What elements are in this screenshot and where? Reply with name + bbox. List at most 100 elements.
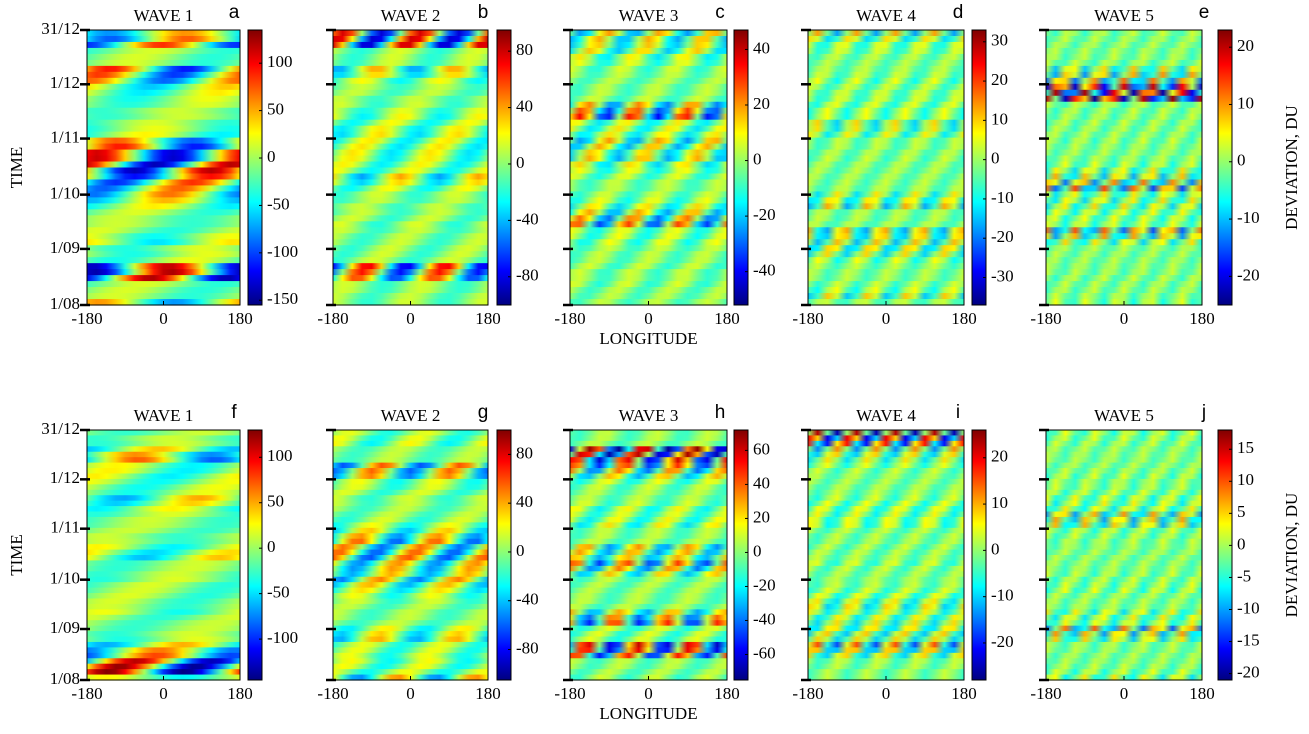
heatmap-texture <box>570 53 727 61</box>
heatmap-texture <box>808 89 964 97</box>
heatmap-texture <box>570 560 727 567</box>
heatmap-texture <box>570 137 727 145</box>
heatmap-texture <box>808 533 964 540</box>
colorbar-tick-label: -50 <box>267 194 290 213</box>
heatmap-texture <box>333 511 488 518</box>
heatmap-texture <box>1046 131 1202 139</box>
heatmap-texture <box>570 631 727 638</box>
heatmap-texture <box>570 233 727 240</box>
heatmap-texture <box>808 473 964 480</box>
heatmap-texture <box>333 614 488 621</box>
heatmap-texture <box>1046 293 1202 300</box>
heatmap-texture <box>570 462 727 469</box>
heatmap-texture <box>87 565 240 572</box>
x-tick-label: -180 <box>317 309 348 328</box>
heatmap-texture <box>570 636 727 643</box>
heatmap-texture <box>333 155 488 163</box>
heatmap-texture <box>87 440 240 447</box>
colorbar-tick-label: 15 <box>1237 438 1254 457</box>
heatmap-texture <box>87 571 240 578</box>
heatmap-texture <box>570 609 727 616</box>
heatmap-texture <box>1046 500 1202 507</box>
heatmap-texture <box>1046 263 1202 270</box>
panel-letter: a <box>229 2 240 23</box>
heatmap-texture <box>87 641 240 648</box>
heatmap-texture <box>87 669 240 676</box>
colorbar-tick-label: 0 <box>991 539 1000 558</box>
heatmap-texture <box>808 500 964 507</box>
x-tick-label: 0 <box>882 684 891 703</box>
heatmap-texture <box>87 435 240 442</box>
heatmap-texture <box>1046 149 1202 157</box>
x-tick-label: 0 <box>1120 684 1129 703</box>
heatmap-texture <box>87 125 240 133</box>
x-tick-label: 0 <box>882 309 891 328</box>
colorbar <box>1217 429 1233 681</box>
heatmap-texture <box>333 669 488 676</box>
heatmap-texture <box>570 179 727 187</box>
heatmap-texture <box>333 167 488 175</box>
colorbar-tick-label: 0 <box>991 149 1000 168</box>
heatmap-texture <box>570 549 727 556</box>
heatmap-texture <box>333 263 488 270</box>
heatmap-texture <box>333 179 488 187</box>
heatmap-texture <box>333 59 488 67</box>
heatmap-texture <box>808 440 964 447</box>
heatmap-texture <box>570 113 727 121</box>
heatmap-texture <box>333 107 488 115</box>
heatmap-texture <box>808 35 964 43</box>
heatmap-texture <box>570 593 727 600</box>
heatmap-texture <box>87 430 240 437</box>
heatmap-texture <box>570 641 727 648</box>
heatmap-texture <box>808 137 964 145</box>
heatmap-texture <box>1046 113 1202 121</box>
colorbar-tick-label: -30 <box>991 266 1014 285</box>
heatmap-texture <box>87 511 240 518</box>
heatmap-texture <box>333 113 488 121</box>
heatmap-texture <box>570 478 727 485</box>
heatmap-texture <box>570 77 727 85</box>
heatmap-texture <box>1046 95 1202 103</box>
heatmap-texture <box>87 636 240 643</box>
heatmap-texture <box>1046 30 1202 37</box>
heatmap-texture <box>1046 468 1202 475</box>
heatmap-texture <box>808 647 964 654</box>
heatmap-texture <box>808 576 964 583</box>
heatmap-texture <box>808 167 964 175</box>
heatmap-texture <box>808 221 964 228</box>
colorbar-tick-label: 100 <box>267 52 293 71</box>
heatmap-texture <box>570 658 727 665</box>
heatmap-texture <box>1046 430 1202 437</box>
y-tick-label: 1/12 <box>50 468 80 487</box>
x-tick-label: 180 <box>951 309 977 328</box>
heatmap-texture <box>333 239 488 246</box>
heatmap-texture <box>333 484 488 491</box>
heatmap-texture <box>808 527 964 534</box>
heatmap-texture <box>1046 473 1202 480</box>
heatmap-texture <box>333 587 488 594</box>
heatmap-texture <box>1046 571 1202 578</box>
heatmap-texture <box>87 538 240 545</box>
heatmap-texture <box>1046 221 1202 228</box>
heatmap-texture <box>570 495 727 502</box>
y-tick-label: 1/10 <box>50 569 80 588</box>
colorbar-tick-label: 5 <box>1237 502 1246 521</box>
heatmap-texture <box>333 625 488 632</box>
colorbar-tick-label: -10 <box>991 586 1014 605</box>
heatmap-texture <box>87 245 240 252</box>
heatmap-texture <box>808 185 964 193</box>
heatmap-texture <box>87 500 240 507</box>
heatmap-texture <box>570 506 727 513</box>
colorbar-tick-label: -5 <box>1237 566 1251 585</box>
heatmap-texture <box>1046 544 1202 551</box>
colorbar-tick-label: -20 <box>753 205 776 224</box>
heatmap-texture <box>1046 143 1202 151</box>
heatmap-texture <box>87 131 240 139</box>
heatmap-texture <box>87 281 240 288</box>
heatmap-texture <box>87 555 240 562</box>
heatmap-texture <box>808 495 964 502</box>
heatmap-texture <box>570 47 727 55</box>
heatmap-texture <box>87 167 240 175</box>
heatmap-texture <box>1046 71 1202 79</box>
heatmap-texture <box>333 137 488 145</box>
